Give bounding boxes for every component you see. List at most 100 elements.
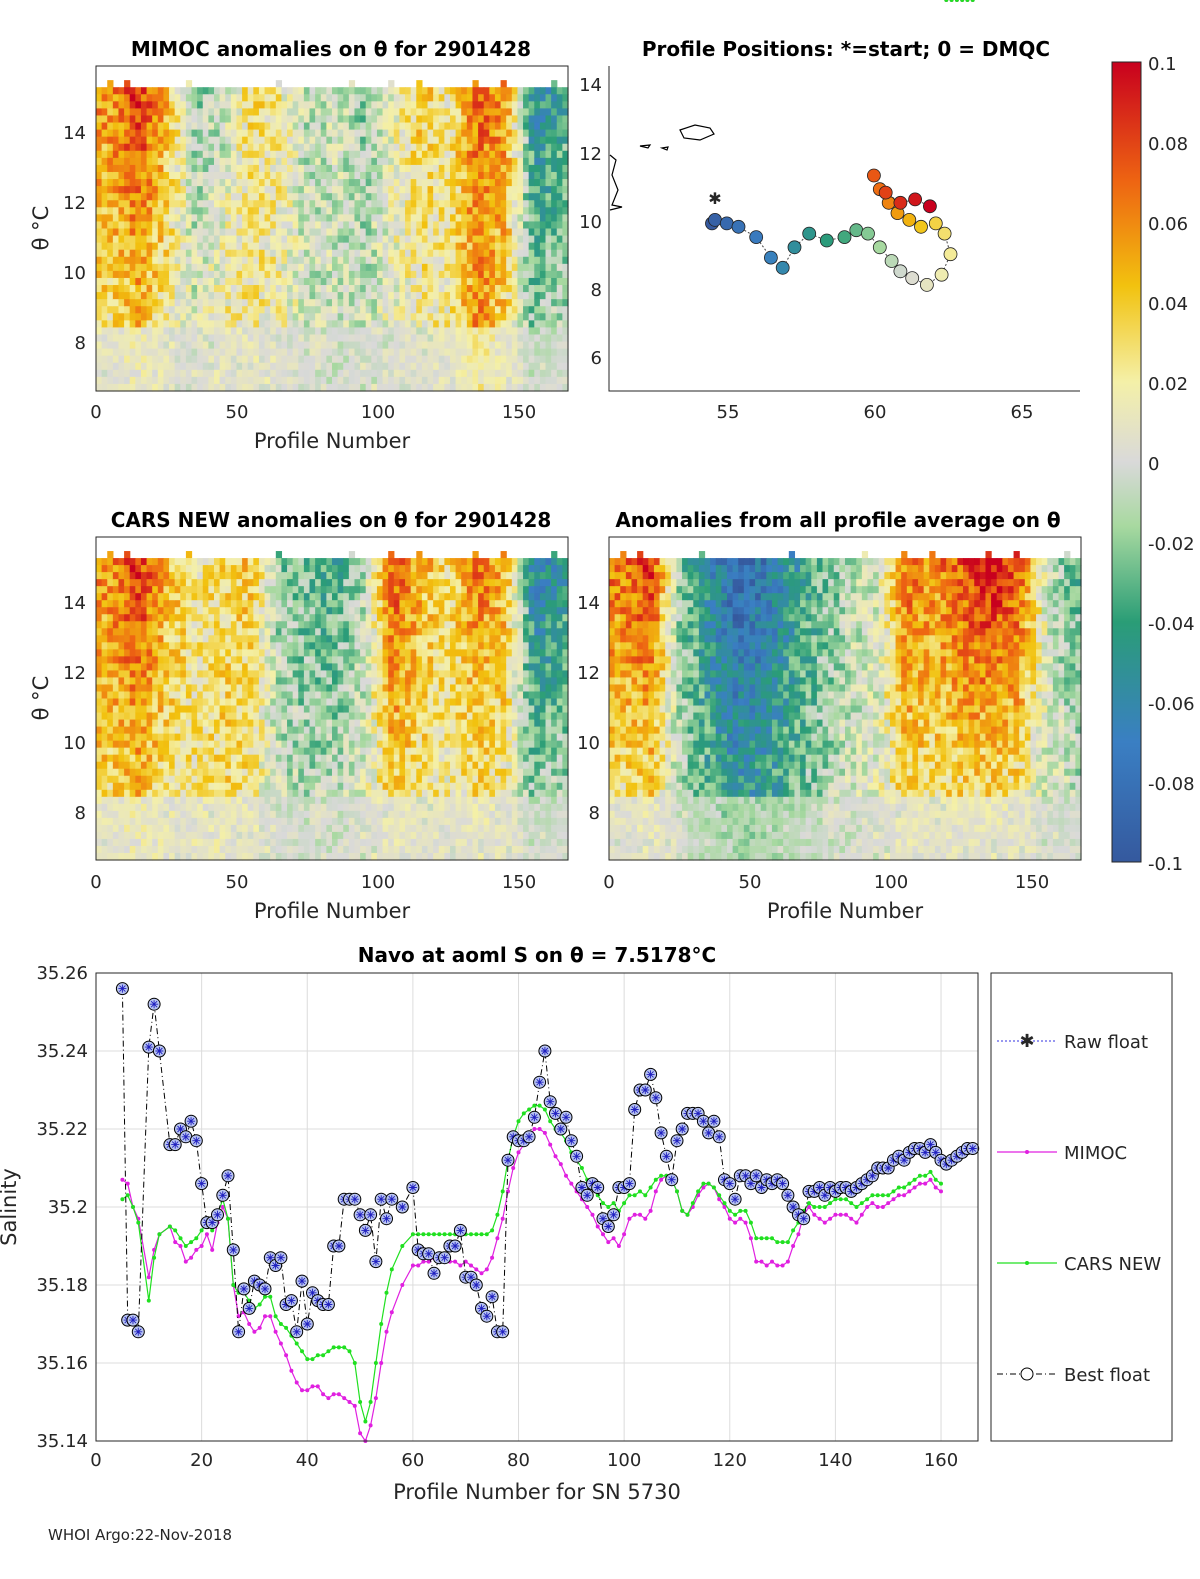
heatmap-cell <box>247 852 254 861</box>
heatmap-cell <box>197 677 204 686</box>
heatmap-cell <box>146 733 153 742</box>
heatmap-cell <box>562 221 569 230</box>
heatmap-cell <box>489 277 496 286</box>
heatmap-cell <box>191 327 198 336</box>
heatmap-cell <box>174 221 181 230</box>
heatmap-cell <box>472 87 479 95</box>
heatmap-cell <box>438 362 445 371</box>
heatmap-cell <box>112 810 120 819</box>
heatmap-cell <box>247 101 254 109</box>
heatmap-cell <box>247 362 254 371</box>
heatmap-cell <box>169 684 176 693</box>
heatmap-cell <box>129 348 136 357</box>
heatmap-cell <box>365 362 372 371</box>
heatmap-cell <box>517 193 524 201</box>
heatmap-cell <box>365 94 372 102</box>
heatmap-cell <box>511 186 519 194</box>
heatmap-cell <box>185 740 193 749</box>
heatmap-cell <box>101 270 108 279</box>
heatmap-cell <box>185 817 193 826</box>
heatmap-cell <box>202 649 209 657</box>
heatmap-cell <box>140 768 148 777</box>
heatmap-cell <box>135 157 142 166</box>
heatmap-cell <box>247 796 254 805</box>
heatmap-cell <box>208 789 215 798</box>
heatmap-cell <box>185 94 193 102</box>
heatmap-cell <box>236 136 243 145</box>
heatmap-cell <box>556 306 563 314</box>
heatmap-cell <box>219 186 226 194</box>
heatmap-cell <box>371 355 378 364</box>
heatmap-cell <box>556 186 563 194</box>
heatmap-cell <box>405 228 412 237</box>
heatmap-cell <box>242 663 249 672</box>
heatmap-cell <box>107 376 114 385</box>
heatmap-cell <box>539 228 547 237</box>
heatmap-cell <box>96 698 103 707</box>
heatmap-cell <box>472 221 479 230</box>
heatmap-cell <box>517 171 524 180</box>
heatmap-cell <box>478 376 485 385</box>
heatmap-cell <box>320 256 327 265</box>
heatmap-cell <box>483 193 490 201</box>
heatmap-cell <box>197 87 204 95</box>
heatmap-cell <box>258 593 266 601</box>
heatmap-cell <box>360 285 367 293</box>
heatmap-cell <box>433 193 440 201</box>
heatmap-cell <box>169 299 176 307</box>
heatmap-cell <box>388 235 395 244</box>
heatmap-cell <box>287 256 294 265</box>
heatmap-cell <box>399 249 406 258</box>
heatmap-cell <box>197 270 204 279</box>
heatmap-cell <box>185 761 193 770</box>
heatmap-cell <box>107 810 114 819</box>
heatmap-cell <box>376 242 384 251</box>
heatmap-cell <box>236 845 243 854</box>
heatmap-cell <box>118 313 125 321</box>
heatmap-cell <box>292 200 299 208</box>
heatmap-cell <box>455 171 462 180</box>
heatmap-cell <box>225 593 232 601</box>
heatmap-cell <box>466 171 474 180</box>
heatmap-cell <box>371 348 378 357</box>
heatmap-cell <box>225 186 232 194</box>
heatmap-cell <box>101 334 108 343</box>
heatmap-cell <box>326 306 333 314</box>
heatmap-cell <box>489 87 496 95</box>
heatmap-cell <box>152 376 159 385</box>
heatmap-cell <box>421 235 429 244</box>
heatmap-cell <box>326 376 333 385</box>
heatmap-cell <box>112 649 120 657</box>
heatmap-cell <box>258 129 266 138</box>
heatmap-cell <box>129 221 136 230</box>
heatmap-cell <box>242 200 249 208</box>
heatmap-cell <box>191 115 198 124</box>
heatmap-cell <box>483 277 490 286</box>
heatmap-cell <box>96 565 103 573</box>
heatmap-cell <box>545 221 552 230</box>
heatmap-cell <box>511 263 519 272</box>
heatmap-cell <box>298 108 305 117</box>
heatmap-cell <box>348 299 356 307</box>
heatmap-cell <box>191 698 198 707</box>
heatmap-cell <box>551 320 558 329</box>
heatmap-cell <box>433 122 440 131</box>
heatmap-cell <box>202 235 209 244</box>
heatmap-cell <box>96 677 103 686</box>
heatmap-cell <box>163 235 170 244</box>
heatmap-cell <box>112 579 120 587</box>
heatmap-cell <box>152 115 159 124</box>
heatmap-cell <box>214 94 221 102</box>
heatmap-cell <box>146 852 153 861</box>
heatmap-cell <box>348 108 356 117</box>
heatmap-cell <box>247 614 254 622</box>
heatmap-cell <box>264 383 271 392</box>
heatmap-cell <box>230 754 238 763</box>
heatmap-cell <box>208 179 215 187</box>
heatmap-cell <box>124 383 131 392</box>
heatmap-cell <box>444 164 451 173</box>
positions-title: Profile Positions: *=start; 0 = DMQC <box>642 37 1050 61</box>
heatmap-cell <box>230 831 238 840</box>
heatmap-cell <box>478 348 485 357</box>
heatmap-cell <box>444 221 451 230</box>
